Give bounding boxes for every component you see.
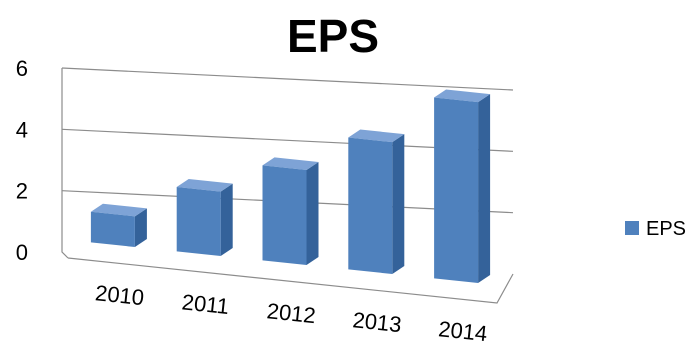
y-tick-label: 0 xyxy=(16,240,28,265)
x-tick-label: 2010 xyxy=(94,280,145,310)
legend-swatch-eps xyxy=(625,221,639,235)
gridline xyxy=(61,67,514,91)
x-tick-label: 2012 xyxy=(266,298,317,328)
bar-2012 xyxy=(262,157,319,266)
chart-title: EPS xyxy=(287,10,379,62)
y-axis-ticks: 0 2 4 6 xyxy=(16,56,28,265)
x-tick-label: 2014 xyxy=(437,316,488,346)
y-tick-label: 4 xyxy=(16,117,28,142)
y-tick-label: 6 xyxy=(16,56,28,81)
bar-2014 xyxy=(434,89,491,284)
bar-2013 xyxy=(348,129,405,275)
bar-2011 xyxy=(176,179,233,257)
x-axis-ticks: 2010 2011 2012 2013 2014 xyxy=(94,280,488,346)
legend: EPS xyxy=(625,218,686,240)
legend-label-eps: EPS xyxy=(646,218,686,240)
x-tick-label: 2011 xyxy=(181,289,231,319)
bars xyxy=(90,89,491,284)
y-tick-label: 2 xyxy=(16,179,28,204)
x-tick-label: 2013 xyxy=(351,307,402,337)
bar-2010 xyxy=(90,203,147,248)
